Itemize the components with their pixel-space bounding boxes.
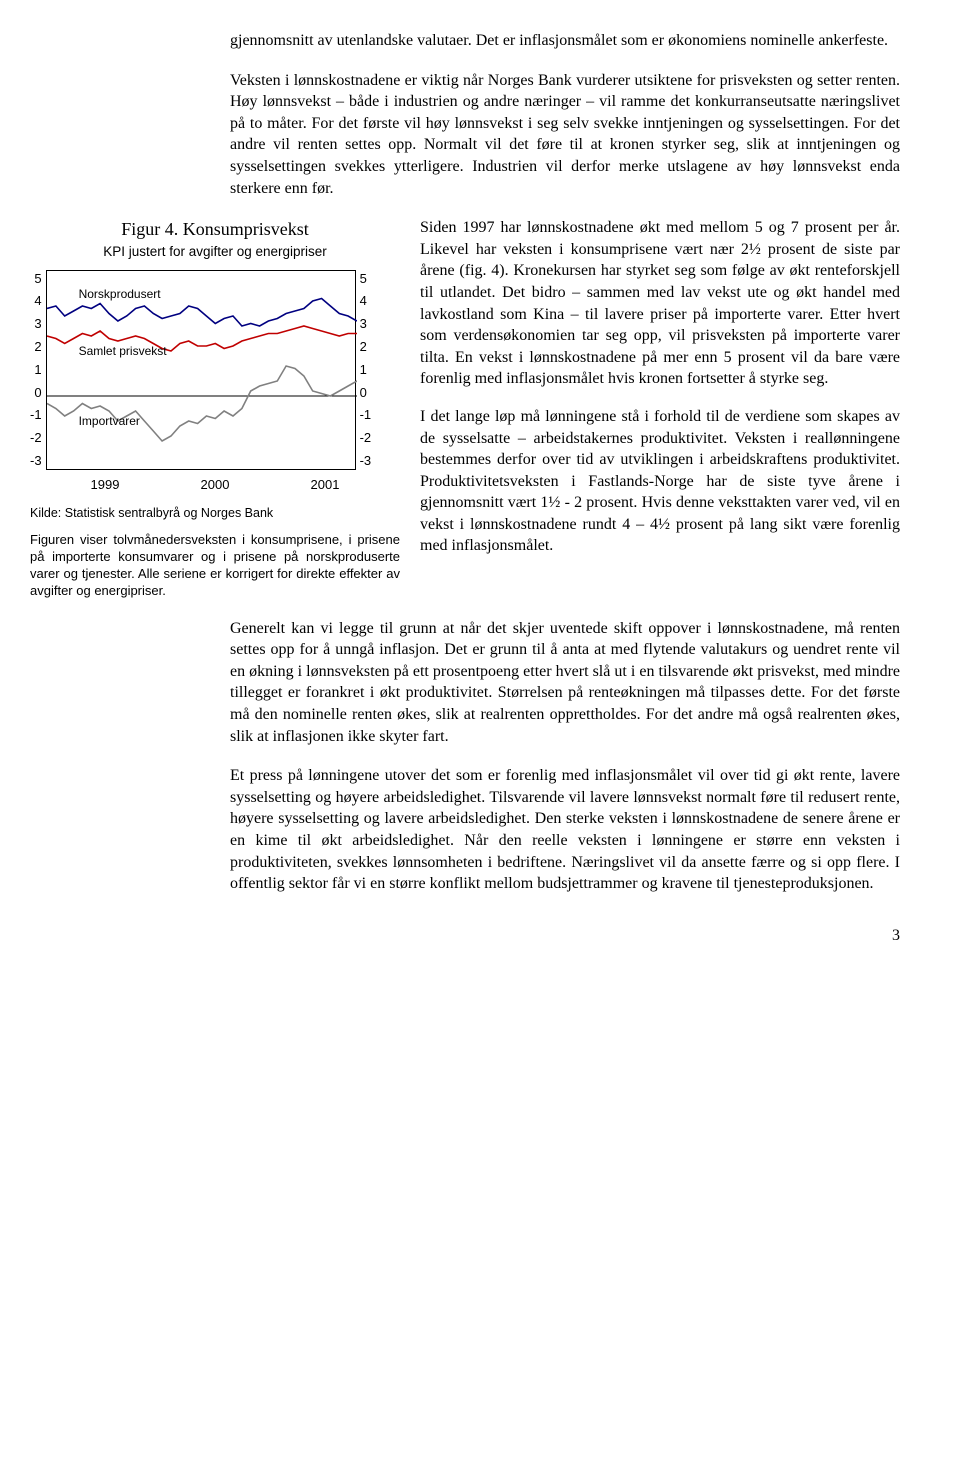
y-tick: 5	[360, 270, 372, 288]
y-tick: 0	[360, 384, 372, 402]
y-tick: -2	[30, 429, 42, 447]
right-paragraph-1: Siden 1997 har lønnskostnadene økt med m…	[420, 217, 900, 390]
figure-source: Kilde: Statistisk sentralbyrå og Norges …	[30, 505, 400, 522]
intro-paragraph: gjennomsnitt av utenlandske valutaer. De…	[230, 30, 900, 52]
y-tick: 3	[360, 315, 372, 333]
chart-plot-area: Norskprodusert Samlet prisvekst Importvare…	[46, 270, 356, 470]
x-tick: 1999	[91, 476, 120, 494]
right-paragraph-2: I det lange løp må lønningene stå i forh…	[420, 406, 900, 557]
y-tick: 2	[30, 338, 42, 356]
y-tick: 1	[30, 361, 42, 379]
body-paragraph-2: Generelt kan vi legge til grunn at når d…	[230, 618, 900, 748]
chart: 5 4 3 2 1 0 -1 -2 -3 Norskprodusert Samlet prisve…	[30, 270, 400, 470]
x-tick: 2000	[201, 476, 230, 494]
page-number: 3	[30, 925, 900, 947]
y-tick: 2	[360, 338, 372, 356]
x-axis: 1999 2000 2001	[50, 476, 380, 494]
figure-caption: Figuren viser tolvmånedersveksten i kons…	[30, 532, 400, 600]
main-paragraph-1: Veksten i lønnskostnadene er viktig når …	[230, 70, 900, 200]
y-axis-right: 5 4 3 2 1 0 -1 -2 -3	[356, 270, 372, 470]
body-paragraph-3: Et press på lønningene utover det som er…	[230, 765, 900, 895]
figure-column: Figur 4. Konsumprisvekst KPI justert for…	[30, 217, 400, 600]
series-label-importvarer: Importvarer	[79, 413, 140, 429]
y-tick: -1	[360, 406, 372, 424]
y-tick: 0	[30, 384, 42, 402]
series-label-samlet-prisvekst: Samlet prisvekst	[79, 343, 167, 359]
figure-title: Figur 4. Konsumprisvekst	[30, 217, 400, 241]
series-label-norskprodusert: Norskprodusert	[79, 286, 161, 302]
figure-subtitle: KPI justert for avgifter og energipriser	[30, 243, 400, 261]
y-tick: -2	[360, 429, 372, 447]
x-tick: 2001	[311, 476, 340, 494]
y-tick: 1	[360, 361, 372, 379]
figure-and-text-row: Figur 4. Konsumprisvekst KPI justert for…	[30, 217, 900, 600]
y-tick: 3	[30, 315, 42, 333]
right-text-column: Siden 1997 har lønnskostnadene økt med m…	[420, 217, 900, 600]
y-axis-left: 5 4 3 2 1 0 -1 -2 -3	[30, 270, 46, 470]
y-tick: 4	[360, 292, 372, 310]
y-tick: -1	[30, 406, 42, 424]
y-tick: -3	[30, 452, 42, 470]
y-tick: 5	[30, 270, 42, 288]
y-tick: -3	[360, 452, 372, 470]
y-tick: 4	[30, 292, 42, 310]
